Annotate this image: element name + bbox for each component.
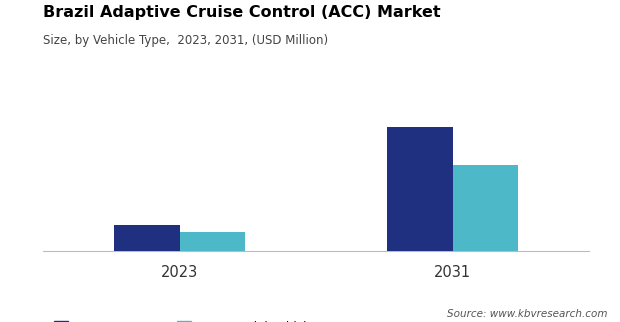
Text: Source: www.kbvresearch.com: Source: www.kbvresearch.com: [447, 309, 608, 319]
Bar: [453, 165, 518, 251]
Text: Brazil Adaptive Cruise Control (ACC) Market: Brazil Adaptive Cruise Control (ACC) Mar…: [43, 5, 441, 20]
Text: Size, by Vehicle Type,  2023, 2031, (USD Million): Size, by Vehicle Type, 2023, 2031, (USD …: [43, 34, 329, 47]
Bar: [180, 232, 246, 251]
Bar: [114, 225, 180, 251]
Bar: [387, 127, 453, 251]
Legend: Passenger Car, Commercial Vehicle: Passenger Car, Commercial Vehicle: [50, 316, 318, 322]
